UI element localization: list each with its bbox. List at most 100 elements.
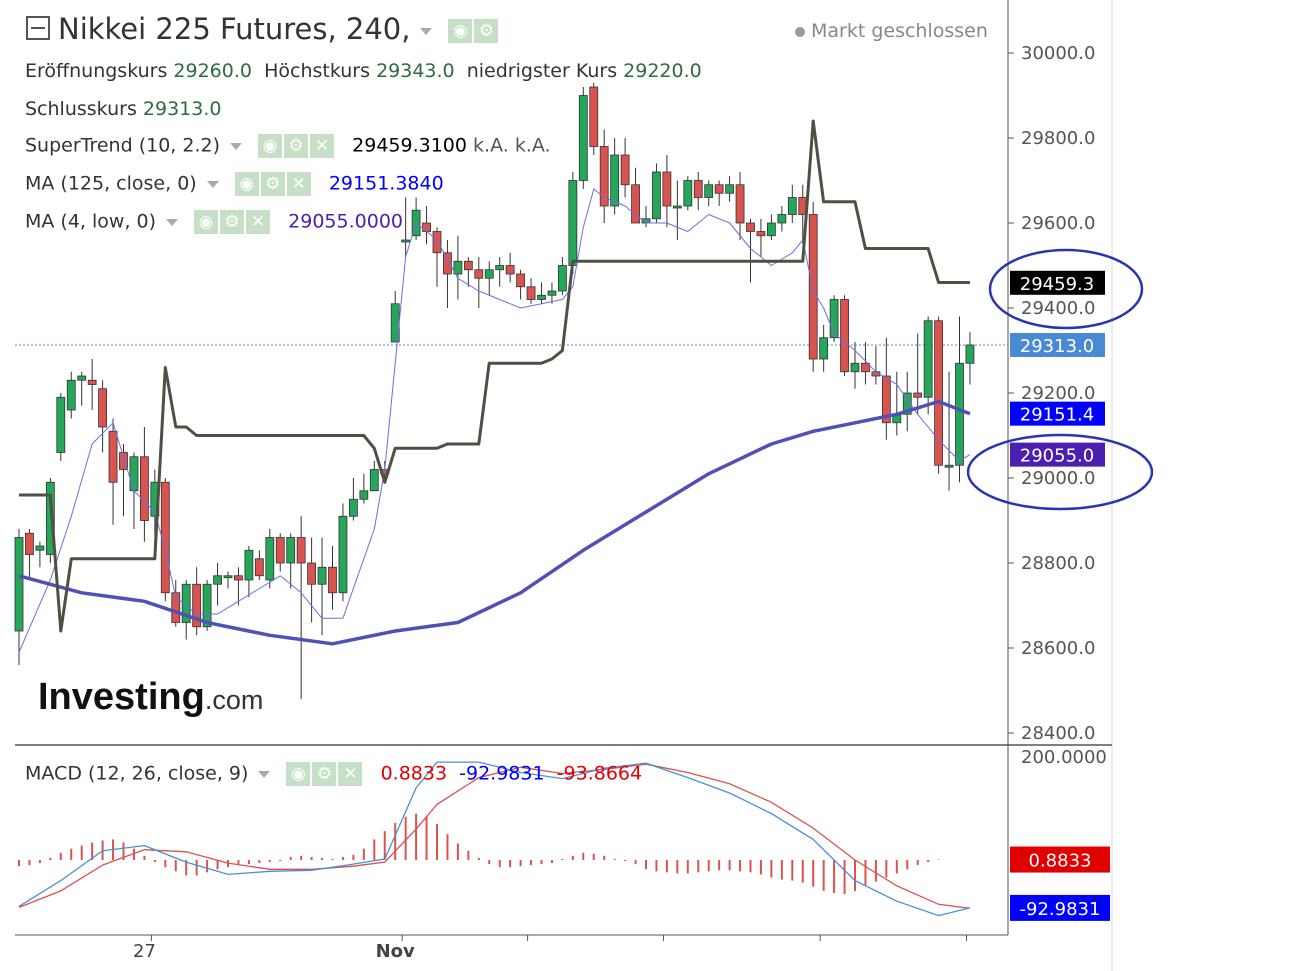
candle-body: [129, 456, 139, 492]
candle-body: [516, 273, 525, 288]
candle-body: [474, 269, 484, 279]
close-icon[interactable]: ✕: [246, 210, 271, 234]
ma4-legend[interactable]: MA (4, low, 0) ◉ ⚙ ✕ 29055.0000: [25, 210, 403, 234]
gear-icon[interactable]: ⚙: [312, 762, 337, 786]
collapse-icon[interactable]: [26, 16, 50, 40]
eye-icon[interactable]: ◉: [194, 210, 219, 234]
ma4-line: [18, 188, 971, 653]
macd-tick-label: 200.0000: [1021, 747, 1107, 768]
candle-body: [589, 86, 599, 147]
price-marker-box: [1010, 332, 1105, 357]
candle-body: [296, 537, 306, 564]
supertrend-legend[interactable]: SuperTrend (10, 2.2) ◉ ⚙ ✕ 29459.3100 k.A. …: [25, 134, 551, 158]
eye-icon[interactable]: ◉: [234, 172, 259, 196]
candle-body: [369, 469, 379, 492]
ohlc-row-2: Schlusskurs 29313.0: [25, 98, 221, 120]
candle-body: [119, 452, 128, 470]
candle-body: [767, 222, 776, 237]
candle-body: [808, 214, 818, 360]
candle-body: [923, 320, 933, 398]
candle-body: [568, 180, 578, 266]
ma125-label: MA (125, close, 0): [25, 172, 197, 195]
candle-body: [787, 197, 797, 215]
supertrend-value: 29459.3100: [352, 134, 467, 157]
candle-body: [181, 583, 191, 623]
gear-icon[interactable]: ⚙: [474, 19, 499, 43]
highlight-circle-supertrend: [988, 248, 1144, 330]
price-markers-layer: 29459.3 29313.0 29151.4 29055.0: [1010, 270, 1105, 467]
time-tick-label: 27: [133, 941, 156, 962]
candle-body: [526, 286, 536, 300]
candle-body: [756, 231, 766, 237]
chevron-down-icon[interactable]: [166, 218, 179, 226]
candle-body: [338, 515, 348, 594]
close-icon[interactable]: ✕: [310, 134, 335, 158]
low-value: 29220.0: [623, 60, 702, 82]
candle-body: [578, 95, 588, 181]
ma125-legend[interactable]: MA (125, close, 0) ◉ ⚙ ✕ 29151.3840: [25, 172, 444, 196]
candle-body: [955, 362, 964, 466]
chart-title: Nikkei 225 Futures, 240, ◉ ⚙: [26, 12, 499, 46]
supertrend-line: [19, 119, 970, 633]
candles-layer: [14, 82, 975, 699]
eye-icon[interactable]: ◉: [258, 134, 283, 158]
candle-body: [401, 239, 411, 243]
time-axis-layer: 27 Nov: [133, 935, 967, 962]
price-marker-label: 29459.3: [1020, 274, 1094, 295]
candle-body: [484, 269, 494, 279]
close-icon[interactable]: ✕: [286, 172, 311, 196]
candle-body: [56, 396, 66, 453]
candle-body: [160, 481, 170, 594]
candle-body: [66, 379, 76, 411]
gear-icon[interactable]: ⚙: [220, 210, 245, 234]
price-tick-label: 28800.0: [1021, 553, 1095, 574]
candle-body: [45, 481, 55, 555]
macd-line: [18, 761, 971, 917]
price-tick-label: 28600.0: [1021, 638, 1095, 659]
candle-body: [213, 575, 222, 585]
candle-body: [202, 583, 212, 628]
gear-icon[interactable]: ⚙: [260, 172, 285, 196]
status-dot-icon: [795, 26, 805, 37]
chevron-down-icon[interactable]: [420, 27, 433, 35]
candle-body: [422, 222, 431, 232]
eye-icon[interactable]: ◉: [448, 19, 473, 43]
supertrend-na-1: k.A.: [473, 134, 509, 157]
candle-body: [850, 362, 860, 373]
gear-icon[interactable]: ⚙: [284, 134, 309, 158]
candle-body: [495, 265, 505, 271]
low-label: niedrigster Kurs: [466, 60, 618, 82]
candle-body: [265, 537, 275, 581]
candle-body: [672, 205, 682, 209]
candle-body: [14, 537, 24, 632]
chevron-down-icon[interactable]: [230, 142, 243, 150]
ma125-line: [18, 399, 971, 646]
candle-body: [631, 184, 640, 224]
candle-body: [599, 146, 609, 207]
highlight-circle-ma4: [966, 433, 1154, 511]
candle-body: [714, 184, 724, 194]
price-tick-label: 29200.0: [1021, 383, 1095, 404]
macd-line-value: -92.9831: [459, 762, 545, 785]
eye-icon[interactable]: ◉: [286, 762, 311, 786]
candle-body: [98, 388, 107, 428]
price-marker-box: [1010, 442, 1105, 467]
open-value: 29260.0: [173, 60, 252, 82]
candle-body: [317, 566, 327, 585]
chevron-down-icon[interactable]: [258, 770, 271, 778]
price-tick-label: 28400.0: [1021, 723, 1095, 744]
macd-legend[interactable]: MACD (12, 26, close, 9) ◉ ⚙ ✕ 0.8833 -92.98…: [25, 762, 642, 786]
logo-main: Investing: [38, 676, 205, 718]
high-label: Höchstkurs: [264, 60, 371, 82]
candle-body: [139, 456, 149, 521]
macd-marker-label: -92.9831: [1020, 899, 1101, 920]
chevron-down-icon[interactable]: [206, 180, 219, 188]
price-marker-label: 29151.4: [1020, 405, 1094, 426]
candle-body: [328, 566, 337, 594]
price-tick-label: 29400.0: [1021, 298, 1095, 319]
candle-body: [108, 430, 118, 483]
candle-body: [192, 583, 202, 628]
macd-layer: 200.0000 0.8833 -92.9831: [18, 747, 1110, 921]
close-icon[interactable]: ✕: [338, 762, 363, 786]
